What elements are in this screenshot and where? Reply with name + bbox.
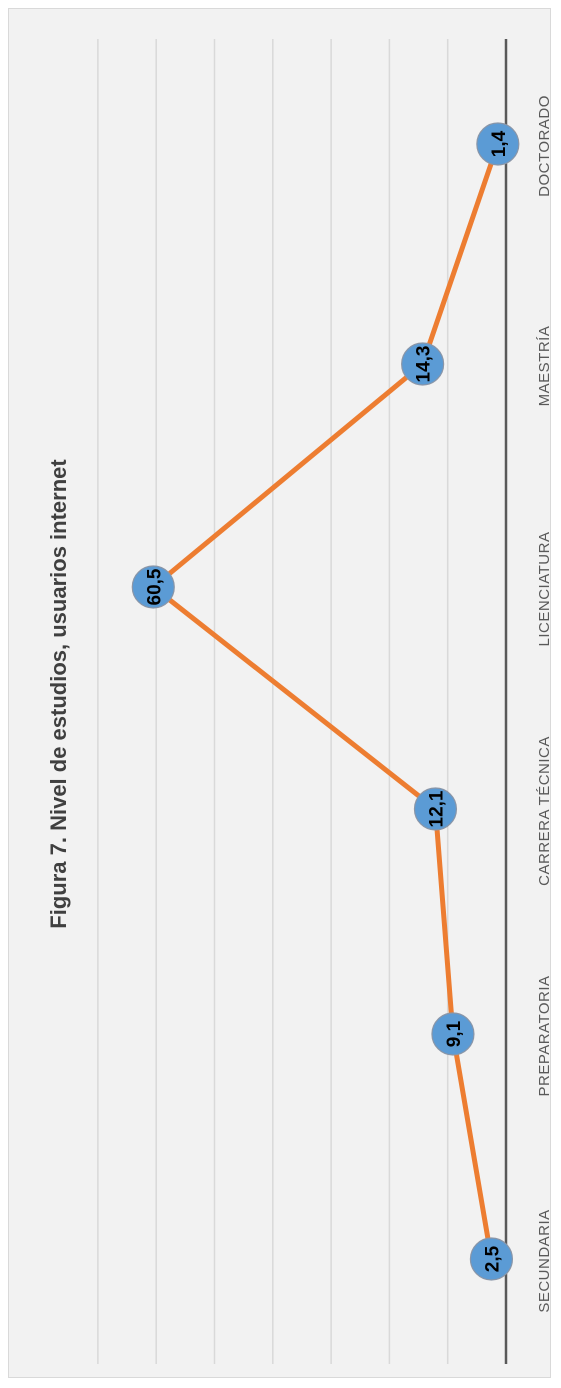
category-label: DOCTORADO [536,95,552,197]
category-label: LICENCIATURA [536,532,552,647]
data-point-marker [131,565,175,609]
data-point-marker [431,1012,475,1056]
data-point-marker [413,787,458,831]
data-point-marker [401,342,445,386]
category-labels: SECUNDARIA PREPARATORIA CARRERA TÉCNICA LIC… [536,95,552,1313]
gridlines [97,39,449,1364]
category-label: SECUNDARIA [536,1209,552,1312]
data-label: 12,1 [426,790,447,827]
data-label: 1,4 [489,130,510,157]
chart-title: Figura 7. Nivel de estudios, usuarios in… [46,459,71,929]
data-point-marker [469,1237,514,1281]
series-line [150,143,501,1260]
data-point-marker [476,122,520,166]
category-label: MAESTRÍA [536,326,552,407]
data-label: 9,1 [444,1020,465,1047]
chart-frame: SECUNDARIA PREPARATORIA CARRERA TÉCNICA LIC… [8,8,552,1378]
category-label: CARRERA TÉCNICA [536,736,552,886]
data-label: 60,5 [144,568,165,605]
data-points: 2,5 9,1 12,1 60,5 14,3 1,4 [131,122,520,1281]
data-label: 14,3 [414,346,435,383]
data-label: 2,5 [482,1245,503,1272]
category-label: PREPARATORIA [536,975,552,1096]
line-chart: SECUNDARIA PREPARATORIA CARRERA TÉCNICA LIC… [46,39,552,1364]
